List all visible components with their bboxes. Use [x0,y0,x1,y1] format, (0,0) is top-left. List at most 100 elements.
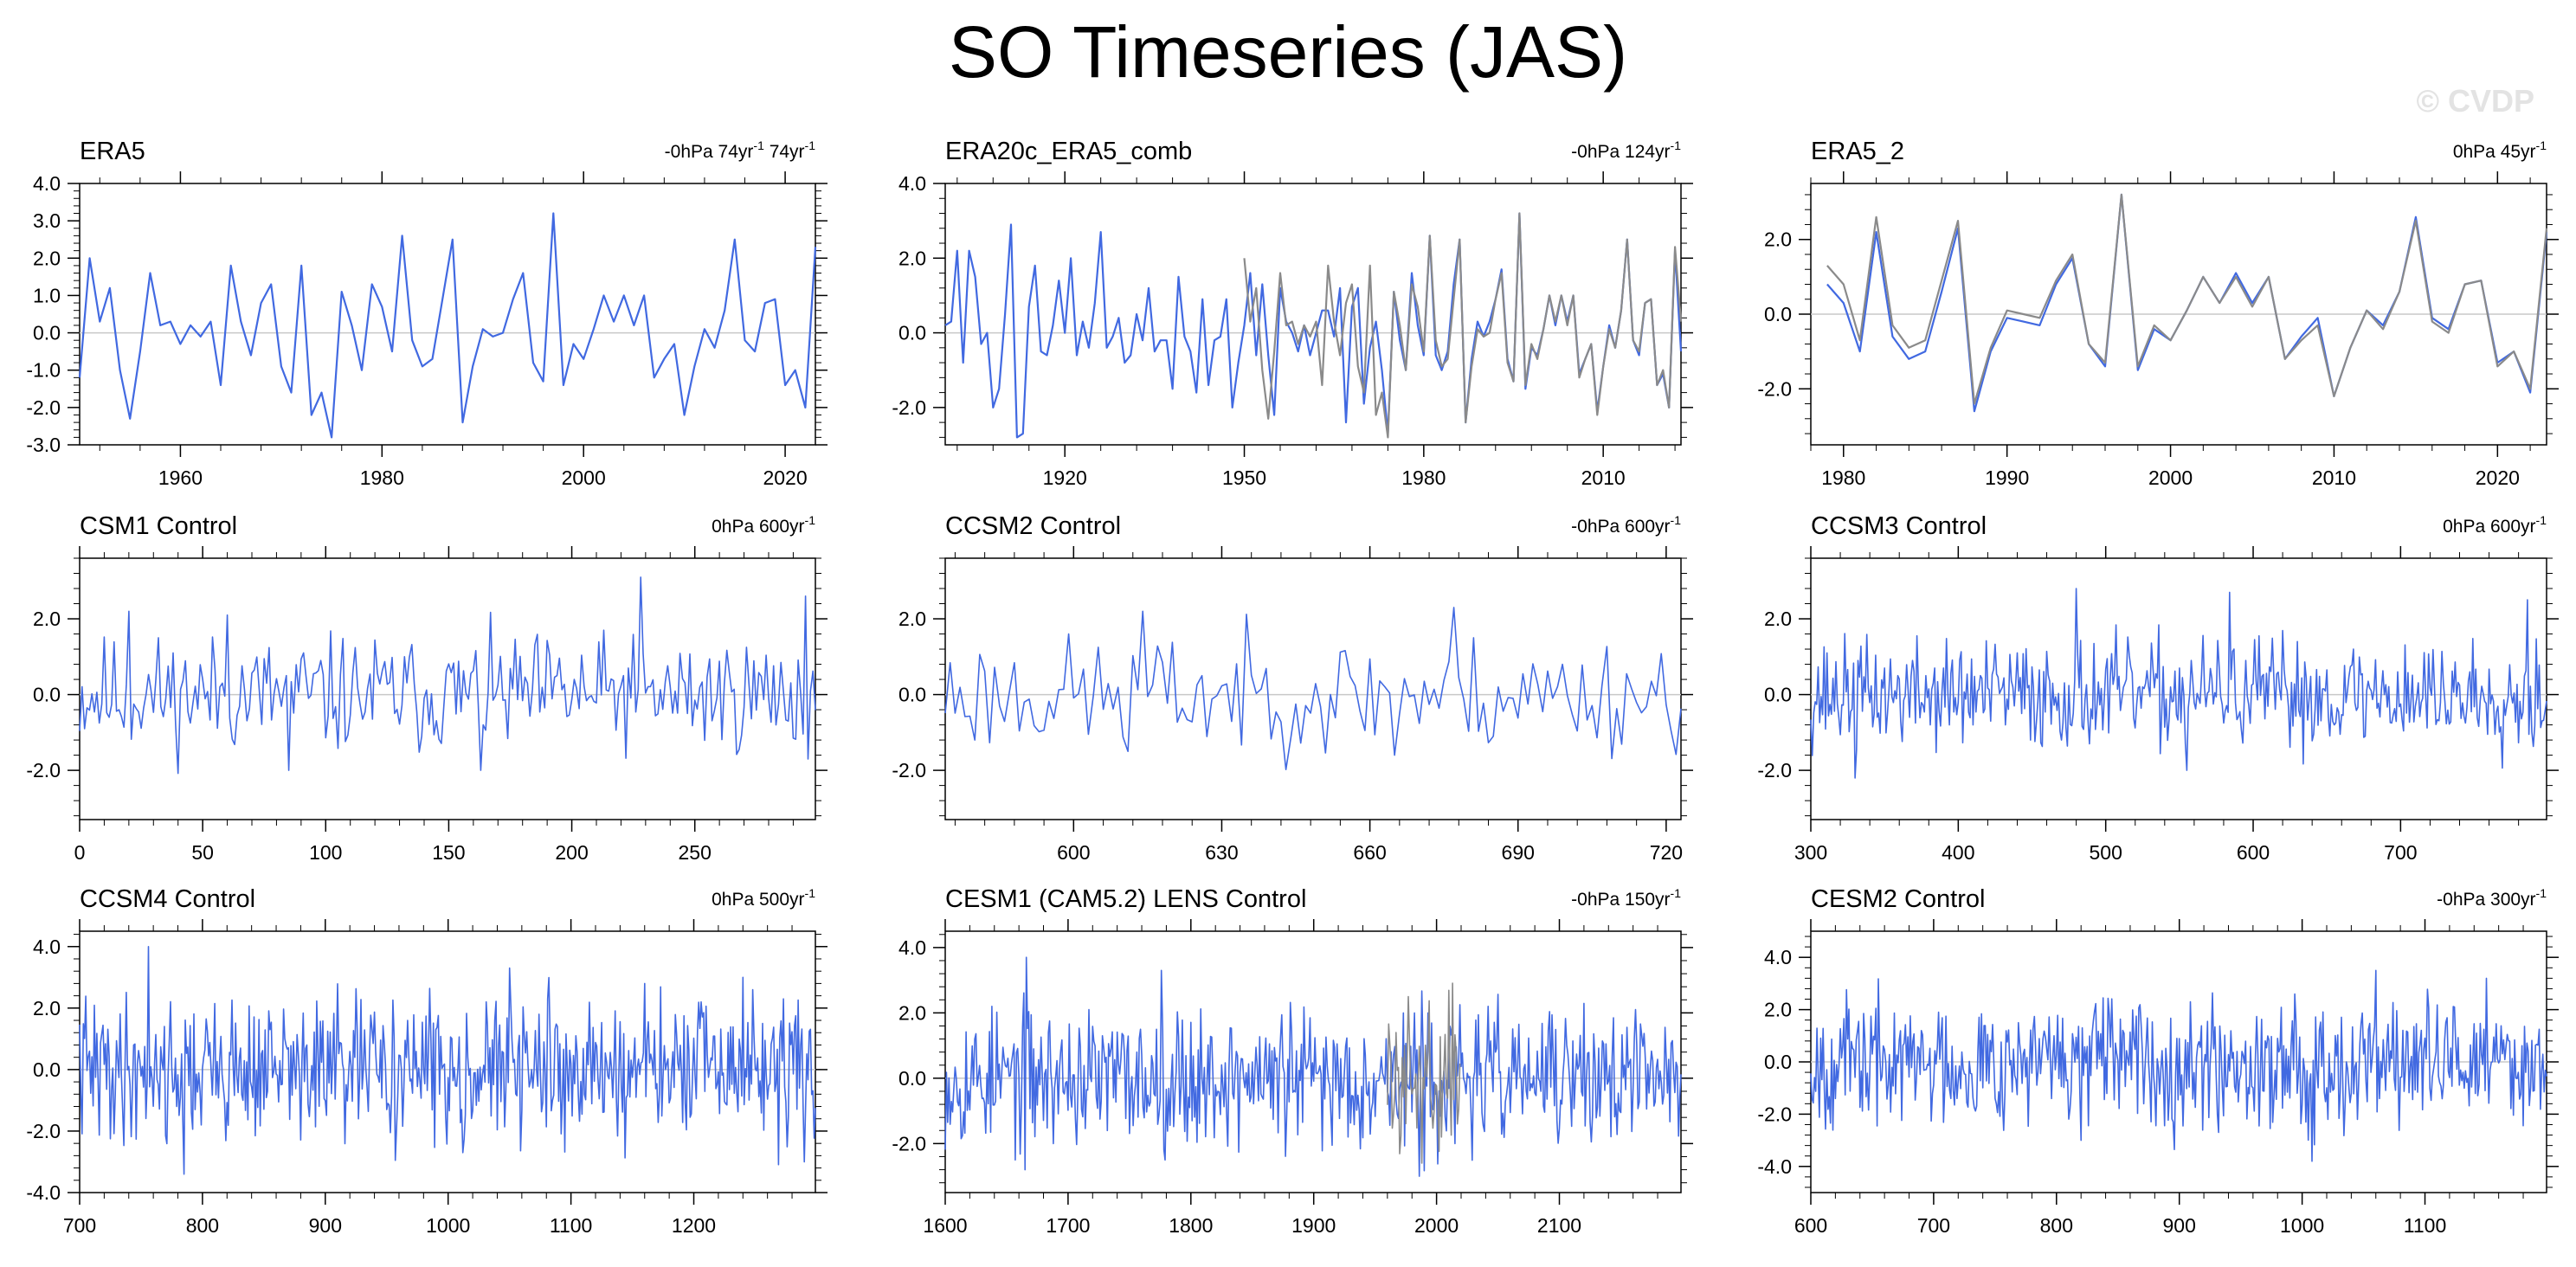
x-tick-label: 1000 [2280,1214,2324,1237]
panel-annotation: -0hPa 150yr-1 [1571,886,1681,910]
panel-annotation: 0hPa 45yr-1 [2453,138,2547,162]
timeseries-panel: 0 50 100 150 200 250 -2.0 0.0 2.0 CSM1 Control 0hP… [26,512,828,864]
panel-annotation: -0hPa 600yr-1 [1571,513,1681,537]
series-line-model [79,946,816,1175]
x-tick-label: 600 [1794,1214,1827,1237]
x-tick-label: 1950 [1222,466,1266,489]
plot-frame [1810,557,2547,820]
panel-annotation: -0hPa 300yr-1 [2437,886,2547,910]
x-tick-label: 2020 [2476,466,2520,489]
y-tick-label: 4.0 [898,936,926,959]
y-tick-label: 2.0 [1764,999,1792,1021]
x-tick-label: 1920 [1043,466,1087,489]
x-tick-label: 1960 [158,466,203,489]
x-tick-label: 0 [74,841,86,864]
x-tick-label: 1980 [1821,466,1865,489]
x-tick-label: 2010 [2312,466,2356,489]
x-tick-label: 1600 [923,1214,967,1237]
series-line-model [78,212,817,439]
x-tick-label: 700 [63,1214,96,1237]
timeseries-panel: 1600 1700 1800 1900 2000 2100 -2.0 0.0 2.0 4.0 CES… [892,885,1693,1237]
annotation-superscript: -1 [2536,138,2547,152]
annotation-superscript: -1 [2536,886,2547,900]
annotation-text: 74yr [764,142,805,162]
y-tick-label: -2.0 [892,759,926,781]
y-tick-label: 0.0 [1764,303,1792,325]
annotation-superscript: -1 [753,138,764,152]
y-tick-label: 0.0 [33,1058,61,1081]
x-tick-label: 2000 [1414,1214,1459,1237]
y-tick-label: 4.0 [33,936,61,958]
plot-frame [944,930,1682,1193]
y-tick-label: -2.0 [892,396,926,419]
y-tick-label: 2.0 [1764,228,1792,251]
annotation-text: -0hPa 600yr [1571,517,1670,537]
y-tick-label: 2.0 [898,1001,926,1024]
y-tick-label: 1.0 [33,284,61,306]
panel-title: CSM1 Control [80,512,237,540]
series-line-model [944,956,1682,1177]
plot-frame [79,557,816,820]
x-tick-label: 1980 [360,466,404,489]
x-tick-label: 1000 [426,1214,470,1237]
x-tick-label: 400 [1942,841,1974,864]
plot-frame [79,183,816,446]
annotation-text: 0hPa 500yr [712,890,804,910]
series-line-model [79,576,816,775]
y-tick-label: -2.0 [26,396,61,419]
annotation-text: -0hPa 300yr [2437,890,2535,910]
x-tick-label: 630 [1205,841,1238,864]
annotation-superscript: -1 [805,886,816,900]
x-tick-label: 2000 [2148,466,2193,489]
y-tick-label: 0.0 [898,322,926,344]
panel-annotation: 0hPa 600yr-1 [712,513,815,537]
panel-annotation: -0hPa 74yr-1 74yr-1 [665,138,816,162]
panel-annotation: 0hPa 500yr-1 [712,886,815,910]
x-tick-label: 690 [1502,841,1535,864]
y-tick-label: -3.0 [26,434,61,456]
series-line-model [944,212,1683,439]
x-tick-label: 600 [1057,841,1090,864]
y-tick-label: 4.0 [1764,946,1792,968]
x-tick-label: 900 [309,1214,342,1237]
y-tick-label: -2.0 [26,1120,61,1142]
x-tick-label: 800 [186,1214,219,1237]
x-tick-label: 2000 [562,466,606,489]
y-tick-label: -2.0 [1757,759,1792,781]
y-tick-label: 0.0 [33,684,61,706]
y-tick-label: 0.0 [898,684,926,706]
annotation-superscript: -1 [1671,138,1682,152]
series-line-model [1810,588,2547,779]
y-tick-label: 2.0 [33,247,61,269]
x-tick-label: 720 [1650,841,1683,864]
y-tick-label: 2.0 [33,997,61,1019]
series-line-comparison [1243,212,1683,439]
y-tick-label: -2.0 [26,759,61,781]
series-line-model [944,607,1682,771]
y-tick-label: -2.0 [892,1132,926,1154]
x-tick-label: 2100 [1537,1214,1581,1237]
series-line-comparison [1826,193,2548,405]
x-tick-label: 700 [1917,1214,1950,1237]
y-tick-label: 2.0 [898,608,926,630]
y-tick-label: -2.0 [1757,1103,1792,1125]
x-tick-label: 2020 [763,466,807,489]
y-tick-label: -1.0 [26,359,61,382]
x-tick-label: 900 [2163,1214,2196,1237]
x-tick-label: 1980 [1401,466,1446,489]
annotation-text: -0hPa 74yr [665,142,754,162]
timeseries-panel: 600 630 660 690 720 -2.0 0.0 2.0 CCSM2 Control -0… [892,512,1693,864]
panel-title: CESM1 (CAM5.2) LENS Control [945,885,1306,913]
y-tick-label: 0.0 [1764,684,1792,706]
timeseries-panel: 300 400 500 600 700 -2.0 0.0 2.0 CCSM3 Control 0h… [1757,512,2559,864]
annotation-superscript: -1 [805,138,816,152]
y-tick-label: 0.0 [33,322,61,344]
panel-annotation: 0hPa 600yr-1 [2443,513,2547,537]
y-tick-label: 4.0 [33,172,61,195]
y-tick-label: 0.0 [898,1067,926,1090]
panel-annotation: -0hPa 124yr-1 [1571,138,1681,162]
annotation-text: 0hPa 600yr [712,517,804,537]
y-tick-label: -2.0 [1757,377,1792,400]
y-tick-label: 3.0 [33,209,61,232]
x-tick-label: 1100 [550,1214,592,1237]
